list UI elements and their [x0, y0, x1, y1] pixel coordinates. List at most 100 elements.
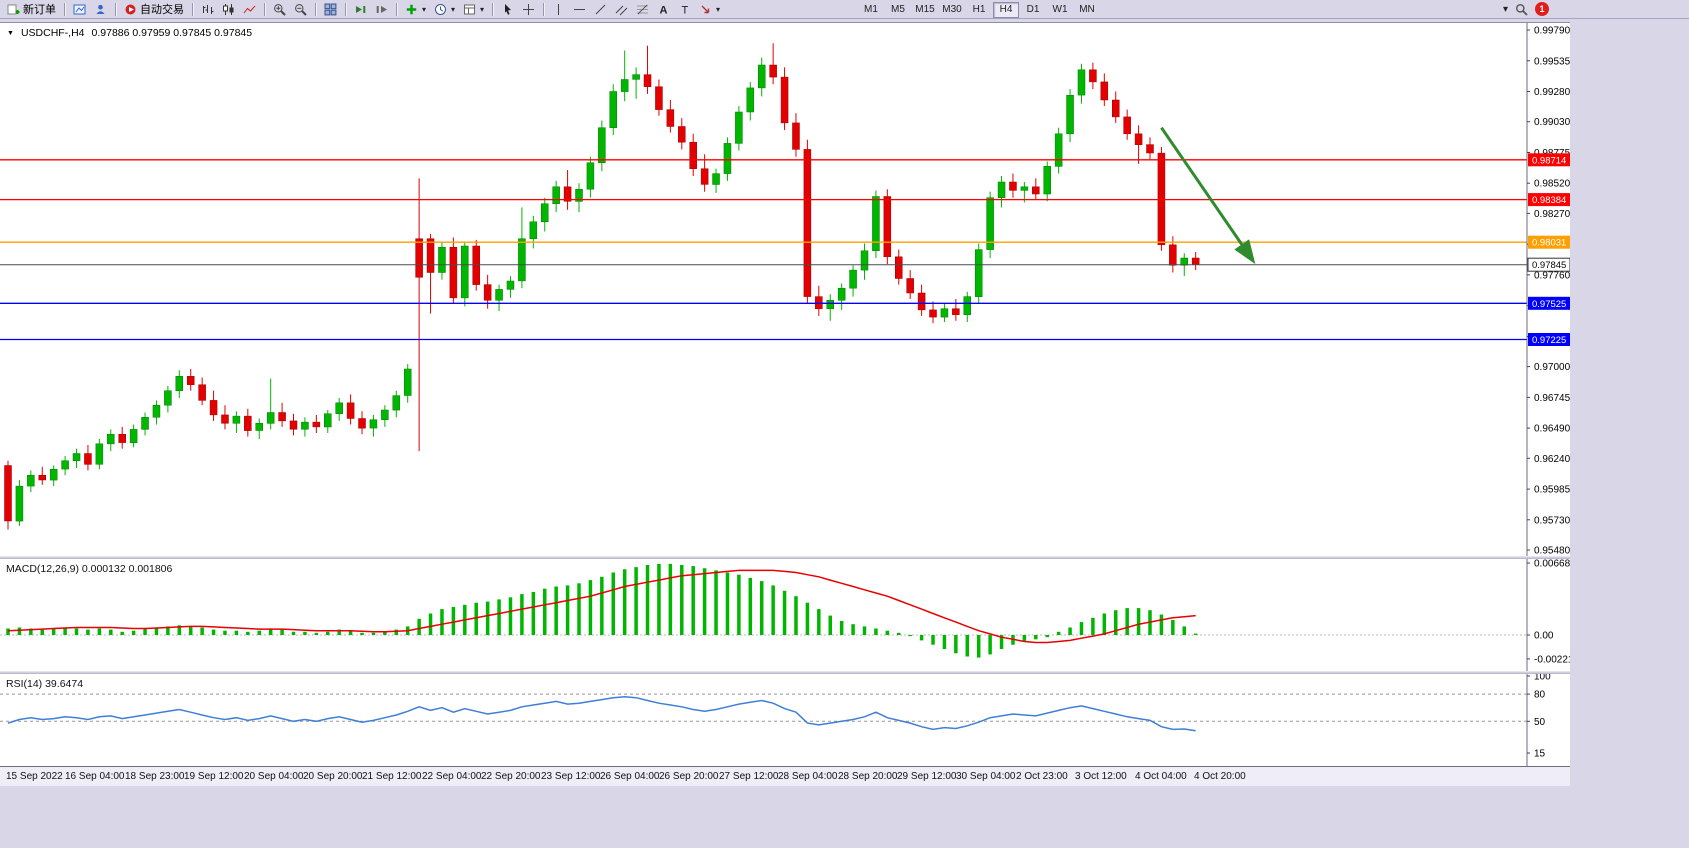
panel-splitter[interactable] — [0, 556, 1570, 559]
toolbar-profiles-button[interactable] — [91, 1, 110, 18]
chevron-down-icon: ▾ — [422, 4, 427, 14]
search-button[interactable] — [1515, 3, 1528, 16]
svg-text:0.97525: 0.97525 — [1532, 299, 1566, 310]
toolbar-auto-trading-label: 自动交易 — [140, 4, 184, 16]
toolbar-horizontal-line-button[interactable] — [570, 1, 589, 18]
toolbar-separator — [264, 2, 265, 16]
symbol-period-text: USDCHF-,H4 — [20, 27, 85, 39]
timeframe-toolbar: M1 M5 M15 M30 H1 H4 D1 W1 MN — [858, 2, 1100, 18]
macd-label: MACD(12,26,9) 0.000132 0.001806 — [6, 563, 173, 575]
timeframe-M15[interactable]: M15 — [915, 4, 935, 15]
time-axis-label: 26 Sep 20:00 — [659, 771, 719, 782]
time-axis-label: 28 Sep 20:00 — [838, 771, 898, 782]
toolbar-candlestick-chart-button[interactable] — [219, 1, 238, 18]
chevron-down-icon: ▾ — [451, 4, 456, 14]
notifications-badge[interactable]: 1 — [1535, 2, 1550, 16]
svg-text:0.98384: 0.98384 — [1532, 195, 1566, 206]
main-price-chart[interactable]: 0.997900.995350.992800.990300.987750.985… — [0, 22, 1570, 557]
toolbar-crosshair-button[interactable] — [519, 1, 538, 18]
crosshair-icon — [523, 3, 535, 15]
toolbar-trendline-button[interactable] — [591, 1, 610, 18]
toolbar-periods-button[interactable]: ▾ — [431, 1, 458, 18]
price-line-tag: 0.97225 — [1528, 333, 1570, 346]
toolbar-separator — [543, 2, 545, 16]
time-axis-label: 20 Sep 20:00 — [303, 771, 363, 782]
toolbar-indicators-button[interactable]: ▾ — [402, 1, 429, 18]
timeframe-M5[interactable]: M5 — [891, 4, 905, 15]
timeframe-M30[interactable]: M30 — [942, 4, 962, 15]
toolbar-text-label-button[interactable]: T — [675, 1, 694, 18]
fibonacci-icon — [637, 4, 649, 14]
panel-splitter[interactable] — [0, 671, 1570, 674]
window-background — [0, 786, 1570, 848]
autotrade-icon — [125, 4, 136, 14]
timeframe-M1[interactable]: M1 — [864, 4, 878, 15]
svg-text:50: 50 — [1534, 717, 1546, 728]
top-toolbar: 新订单 自动交易 ▾ ▾ ▾ A T ▾ M1 M5 M15 M30 H1 H4 D1 W1 MN ▾ 1 — [0, 0, 1689, 19]
rsi-line — [7, 696, 1196, 732]
svg-text:0.97225: 0.97225 — [1532, 335, 1566, 346]
toolbar-chart-shift-button[interactable] — [372, 1, 391, 18]
toolbar-equidistant-channel-button[interactable] — [612, 1, 631, 18]
chart-shift-icon — [376, 5, 387, 13]
candlestick-series — [4, 43, 1200, 530]
toolbar-separator — [492, 2, 494, 16]
candles-icon — [223, 3, 234, 15]
timeframe-H1[interactable]: H1 — [972, 4, 986, 15]
timeframe-D1[interactable]: D1 — [1026, 4, 1040, 15]
toolbar-templates-button[interactable]: ▾ — [460, 1, 487, 18]
svg-text:0.97760: 0.97760 — [1534, 270, 1570, 281]
rsi-indicator-panel[interactable]: 100 80 50 15 RSI(14) 39.6474 — [0, 674, 1570, 766]
toolbar-fibonacci-button[interactable] — [633, 1, 652, 18]
time-axis-label: 19 Sep 12:00 — [184, 771, 244, 782]
text-icon: A — [660, 4, 668, 16]
svg-text:T: T — [682, 4, 689, 16]
timeframe-W1[interactable]: W1 — [1052, 4, 1068, 15]
time-axis-label: 23 Sep 12:00 — [541, 771, 601, 782]
svg-text:-0.002217: -0.002217 — [1534, 654, 1570, 665]
bar-chart-icon — [203, 4, 214, 14]
time-axis-label: 20 Sep 04:00 — [244, 771, 304, 782]
toolbar-new-order-button[interactable]: 新订单 — [4, 1, 59, 18]
time-axis-label: 4 Oct 04:00 — [1135, 771, 1187, 782]
timeframe-H4[interactable]: H4 — [993, 2, 1019, 18]
svg-text:100: 100 — [1534, 674, 1551, 683]
time-axis-label: 2 Oct 23:00 — [1016, 771, 1068, 782]
trend-arrow[interactable] — [1160, 126, 1256, 265]
chevron-down-icon[interactable]: ▾ — [1503, 3, 1509, 15]
window-background — [1570, 19, 1689, 848]
toolbar-tile-windows-button[interactable] — [321, 1, 340, 18]
toolbar-vertical-line-button[interactable] — [549, 1, 568, 18]
symbol-dropdown-icon[interactable]: ▼ — [7, 29, 14, 37]
chart-symbol-label: ▼ USDCHF-,H4 0.97886 0.97959 0.97845 0.9… — [7, 27, 252, 39]
toolbar-zoom-in-button[interactable] — [270, 1, 289, 18]
ohlc-text: 0.97886 0.97959 0.97845 0.97845 — [91, 27, 253, 39]
toolbar-line-chart-button[interactable] — [240, 1, 259, 18]
chart-window-icon — [73, 4, 86, 14]
time-axis-label: 16 Sep 04:00 — [65, 771, 125, 782]
trendline-icon — [595, 4, 606, 14]
hline-icon — [574, 8, 586, 10]
timeframe-MN[interactable]: MN — [1079, 4, 1095, 15]
rsi-scale[interactable]: 100 80 50 15 — [1527, 674, 1551, 760]
svg-text:0.98520: 0.98520 — [1534, 179, 1570, 190]
toolbar-auto-trading-button[interactable]: 自动交易 — [121, 1, 187, 18]
zoom-out-icon — [295, 3, 307, 16]
indicators-icon — [406, 4, 417, 14]
toolbar-text-button[interactable]: A — [654, 1, 673, 18]
time-axis[interactable]: 15 Sep 2022 16 Sep 04:00 18 Sep 23:00 19 Se… — [0, 766, 1570, 786]
toolbar-bar-chart-button[interactable] — [198, 1, 217, 18]
macd-scale[interactable]: 0.006684 0.00 -0.002217 — [1527, 559, 1570, 665]
toolbar-zoom-out-button[interactable] — [291, 1, 310, 18]
cursor-icon — [505, 3, 512, 15]
macd-indicator-panel[interactable]: 0.006684 0.00 -0.002217 MACD(12,26,9) 0.000… — [0, 559, 1570, 671]
periods-icon — [435, 3, 447, 15]
toolbar-auto-scroll-button[interactable] — [351, 1, 370, 18]
time-axis-label: 18 Sep 23:00 — [125, 771, 185, 782]
tile-windows-icon — [324, 3, 337, 15]
toolbar-charts-button[interactable] — [70, 1, 89, 18]
toolbar-arrows-button[interactable]: ▾ — [696, 1, 723, 18]
toolbar-cursor-button[interactable] — [498, 1, 517, 18]
toolbar-separator — [64, 2, 65, 16]
svg-text:0.00: 0.00 — [1534, 631, 1554, 642]
